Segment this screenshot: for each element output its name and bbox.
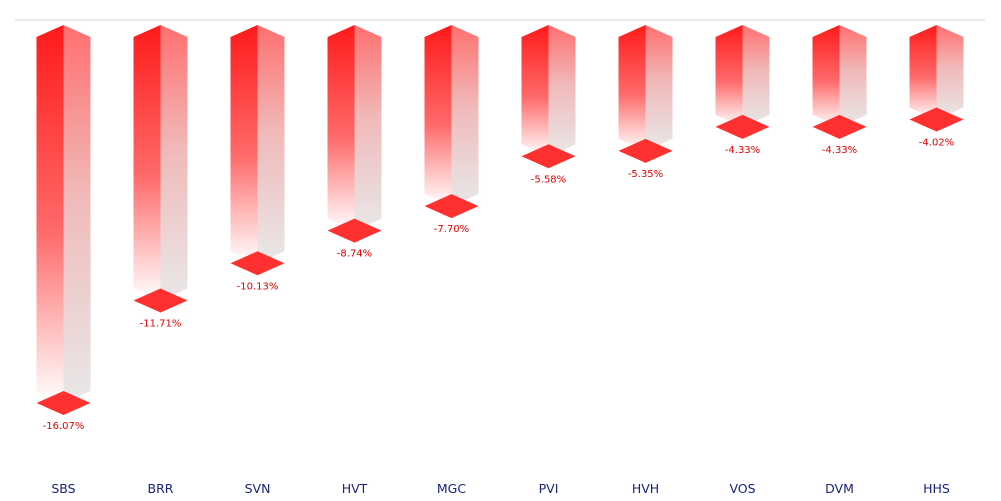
value-label-sbs: -16.07% [43, 421, 85, 432]
bar-side-face [257, 25, 285, 264]
bar-end-cap [521, 144, 576, 169]
bar-end-cap [424, 194, 479, 219]
value-label-svn: -10.13% [237, 281, 279, 292]
category-label-hhs: HHS [923, 481, 950, 496]
bar-end-cap [909, 107, 964, 132]
category-label-svn: SVN [245, 481, 271, 496]
bar-front-face [424, 25, 452, 207]
bar-hvt [327, 25, 382, 243]
bar-end-cap [327, 218, 382, 243]
bar-sbs [36, 25, 91, 415]
value-label-hvh: -5.35% [628, 169, 663, 180]
bar-pvi [521, 25, 576, 169]
bar-svn [230, 25, 285, 276]
bar-side-face [354, 25, 382, 231]
bar-side-face [839, 25, 867, 127]
bar-side-face [742, 25, 770, 127]
bar-end-cap [133, 288, 188, 313]
bar-dvm [812, 25, 867, 139]
bar-end-cap [715, 114, 770, 139]
value-label-brr: -11.71% [140, 318, 182, 329]
bar-mgc [424, 25, 479, 219]
bar-side-face [160, 25, 188, 301]
category-labels-group: SBS BRR SVN HVT MGC PVI HVH VOS DVM HHS [51, 481, 950, 496]
value-label-hhs: -4.02% [919, 138, 954, 149]
bar-front-face [230, 25, 258, 264]
bar-end-cap [618, 138, 673, 163]
bar-hvh [618, 25, 673, 163]
bar-front-face [36, 25, 64, 403]
value-label-mgc: -7.70% [434, 224, 469, 235]
bar-side-face [645, 25, 673, 151]
value-label-vos: -4.33% [725, 145, 760, 156]
bar-front-face [618, 25, 646, 151]
bar-front-face [521, 25, 549, 157]
bar-front-face [133, 25, 161, 301]
category-label-pvi: PVI [539, 481, 559, 496]
category-label-hvh: HVH [632, 481, 659, 496]
bars-group [36, 25, 964, 415]
bar-front-face [812, 25, 840, 127]
value-label-dvm: -4.33% [822, 145, 857, 156]
bar-side-face [63, 25, 91, 403]
bar-vos [715, 25, 770, 139]
bar-brr [133, 25, 188, 313]
category-label-mgc: MGC [437, 481, 466, 496]
category-label-hvt: HVT [342, 481, 368, 496]
value-label-pvi: -5.58% [531, 174, 566, 185]
category-label-dvm: DVM [825, 481, 854, 496]
bar-side-face [936, 25, 964, 120]
bar-front-face [327, 25, 355, 231]
bar-end-cap [230, 251, 285, 276]
value-labels-group: -16.07% -11.71% -10.13% -8.74% -7.70% -5.58% -… [43, 138, 955, 432]
bar-end-cap [36, 391, 91, 415]
bar-front-face [715, 25, 743, 127]
bar-end-cap [812, 114, 867, 139]
category-label-sbs: SBS [51, 481, 75, 496]
bar-hhs [909, 25, 964, 132]
category-label-brr: BRR [148, 481, 174, 496]
bar-side-face [548, 25, 576, 157]
value-label-hvt: -8.74% [337, 249, 372, 260]
category-label-vos: VOS [729, 481, 755, 496]
bar-front-face [909, 25, 937, 120]
bar-side-face [451, 25, 479, 207]
